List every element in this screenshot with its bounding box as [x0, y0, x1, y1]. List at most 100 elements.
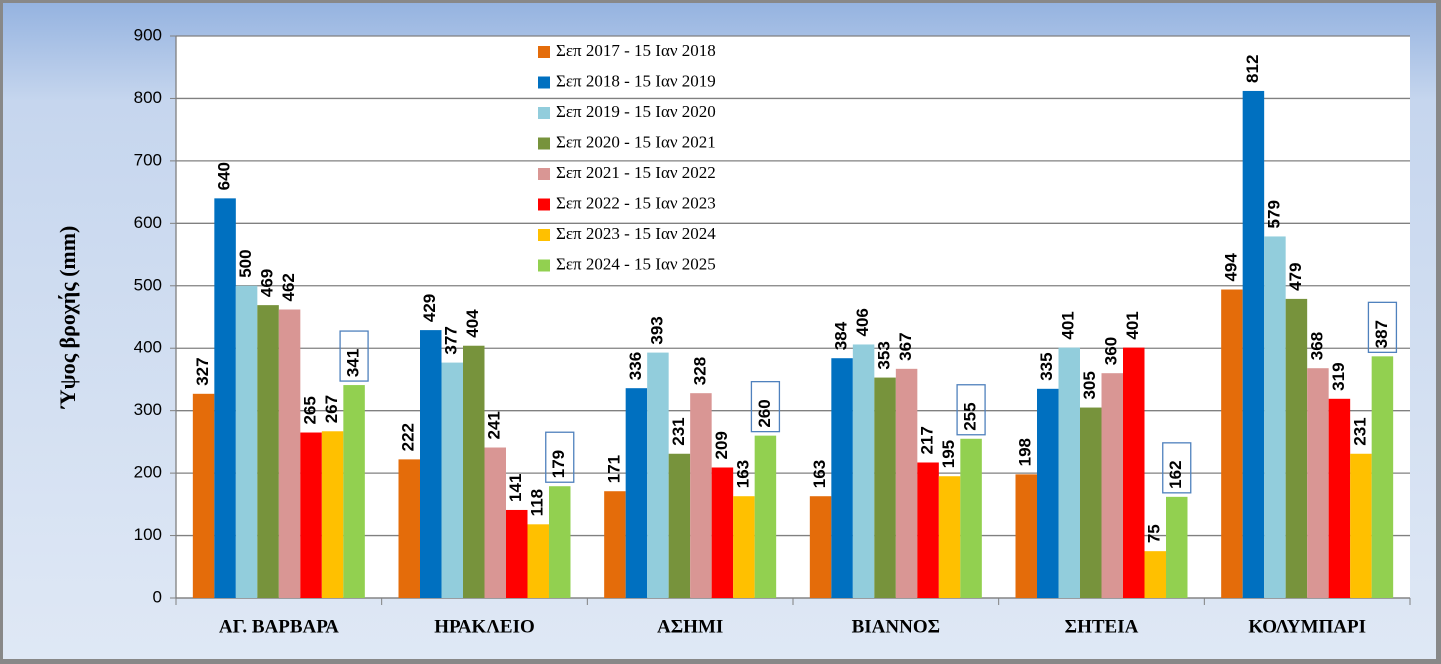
- x-tick-label: ΚΟΛΥΜΠΑΡΙ: [1248, 616, 1366, 637]
- value-label: 579: [1264, 200, 1283, 228]
- value-label: 387: [1372, 320, 1391, 348]
- value-label: 812: [1243, 55, 1262, 83]
- bar: [1307, 368, 1329, 598]
- value-label: 162: [1166, 460, 1185, 488]
- bar: [895, 368, 918, 598]
- legend-label: Σεπ 2017 - 15 Ιαν 2018: [556, 41, 716, 60]
- value-label: 479: [1286, 263, 1305, 291]
- label-box: [339, 330, 369, 382]
- bar: [1285, 298, 1308, 598]
- bar: [647, 352, 669, 598]
- value-label: 195: [939, 440, 958, 468]
- y-tick-label: 200: [134, 463, 162, 482]
- bar: [214, 198, 236, 598]
- y-tick-label: 900: [134, 25, 162, 44]
- bar: [441, 362, 463, 598]
- value-label: 231: [1350, 417, 1369, 445]
- bar: [1242, 90, 1265, 598]
- value-label: 305: [1080, 371, 1099, 399]
- bar: [711, 467, 734, 598]
- bar: [506, 509, 528, 598]
- value-label: 368: [1307, 332, 1326, 360]
- value-label: 171: [604, 455, 623, 483]
- value-label: 462: [279, 273, 298, 301]
- legend-swatch: [538, 76, 550, 89]
- legend-label: Σεπ 2023 - 15 Ιαν 2024: [556, 224, 716, 243]
- bar: [690, 393, 712, 598]
- y-axis-label: Ύψος βροχής (mm): [55, 226, 80, 410]
- legend-swatch: [538, 259, 550, 272]
- bar: [754, 435, 777, 598]
- bar: [257, 305, 279, 598]
- value-label: 494: [1221, 253, 1240, 282]
- value-label: 198: [1016, 438, 1035, 466]
- bar: [831, 358, 853, 598]
- x-tick-label: ΣΗΤΕΙΑ: [1065, 616, 1139, 637]
- bar: [668, 453, 691, 598]
- bar: [343, 385, 365, 598]
- legend-swatch: [538, 137, 550, 150]
- value-label: 163: [733, 460, 752, 488]
- bar: [1264, 236, 1286, 599]
- bar: [1080, 407, 1102, 598]
- value-label: 341: [344, 349, 363, 377]
- bar: [1037, 388, 1059, 598]
- label-box: [1162, 442, 1192, 494]
- legend-swatch: [538, 229, 550, 241]
- bar: [1123, 347, 1145, 598]
- plot-area: [176, 36, 1410, 598]
- bar: [527, 524, 549, 598]
- y-tick-label: 500: [134, 275, 162, 294]
- y-tick-label: 300: [134, 400, 162, 419]
- legend-label: Σεπ 2022 - 15 Ιαν 2023: [556, 193, 716, 212]
- legend-label: Σεπ 2019 - 15 Ιαν 2020: [556, 102, 716, 121]
- value-label: 377: [442, 326, 461, 354]
- value-label: 209: [712, 431, 731, 459]
- value-label: 319: [1329, 362, 1348, 390]
- bar: [398, 459, 420, 598]
- x-tick-label: ΗΡΑΚΛΕΙΟ: [434, 616, 535, 637]
- bar: [1058, 347, 1080, 598]
- value-label: 404: [463, 309, 482, 338]
- legend-swatch: [538, 198, 550, 211]
- x-tick-label: ΑΓ. ΒΑΡΒΑΡΑ: [219, 616, 339, 637]
- value-label: 267: [322, 395, 341, 423]
- bar: [1328, 398, 1351, 598]
- y-tick-label: 700: [134, 150, 162, 169]
- value-label: 401: [1123, 311, 1142, 339]
- bar: [604, 491, 626, 598]
- label-box: [545, 431, 575, 483]
- value-label: 406: [853, 308, 872, 336]
- value-label: 231: [669, 417, 688, 445]
- value-label: 327: [193, 357, 212, 385]
- value-label: 255: [961, 402, 980, 430]
- value-label: 336: [626, 352, 645, 380]
- value-label: 429: [420, 294, 439, 322]
- bar: [1101, 373, 1123, 598]
- value-label: 367: [896, 332, 915, 360]
- value-label: 393: [647, 316, 666, 344]
- bar: [917, 462, 939, 598]
- legend-label: Σεπ 2021 - 15 Ιαν 2022: [556, 163, 716, 182]
- bar: [463, 345, 485, 598]
- value-label: 141: [506, 474, 525, 502]
- value-label: 260: [755, 399, 774, 427]
- value-label: 360: [1102, 337, 1121, 365]
- y-tick-label: 0: [153, 587, 162, 606]
- bar: [874, 377, 896, 598]
- value-label: 265: [301, 396, 320, 424]
- bar: [809, 496, 832, 598]
- value-label: 328: [690, 357, 709, 385]
- bar: [420, 330, 442, 598]
- value-label: 241: [485, 411, 504, 439]
- value-label: 401: [1059, 311, 1078, 339]
- legend-swatch: [538, 168, 550, 180]
- value-label: 217: [918, 426, 937, 454]
- value-label: 179: [549, 450, 568, 478]
- value-label: 335: [1037, 352, 1056, 380]
- label-box: [750, 380, 781, 433]
- bar: [938, 476, 961, 598]
- legend-label: Σεπ 2020 - 15 Ιαν 2021: [556, 132, 716, 151]
- x-tick-label: ΒΙΑΝΝΟΣ: [852, 616, 940, 637]
